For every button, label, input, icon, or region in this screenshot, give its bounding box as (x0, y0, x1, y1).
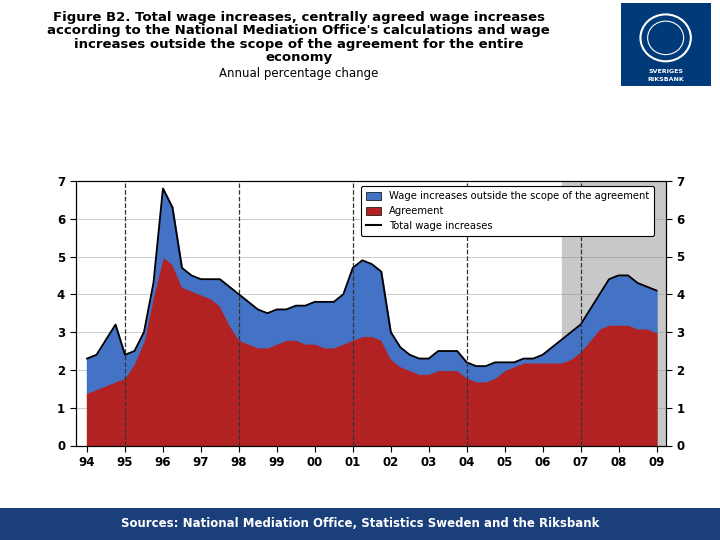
Text: Figure B2. Total wage increases, centrally agreed wage increases: Figure B2. Total wage increases, central… (53, 11, 545, 24)
Text: economy: economy (265, 51, 333, 64)
Text: Sources: National Mediation Office, Statistics Sweden and the Riksbank: Sources: National Mediation Office, Stat… (121, 517, 599, 530)
Text: SVERIGES: SVERIGES (648, 69, 683, 74)
Text: RIKSBANK: RIKSBANK (647, 77, 684, 82)
Bar (562, 181, 666, 446)
Text: increases outside the scope of the agreement for the entire: increases outside the scope of the agree… (74, 38, 523, 51)
Text: according to the National Mediation Office's calculations and wage: according to the National Mediation Offi… (48, 24, 550, 37)
Text: Annual percentage change: Annual percentage change (219, 68, 379, 80)
Legend: Wage increases outside the scope of the agreement, Agreement, Total wage increas: Wage increases outside the scope of the … (361, 186, 654, 236)
